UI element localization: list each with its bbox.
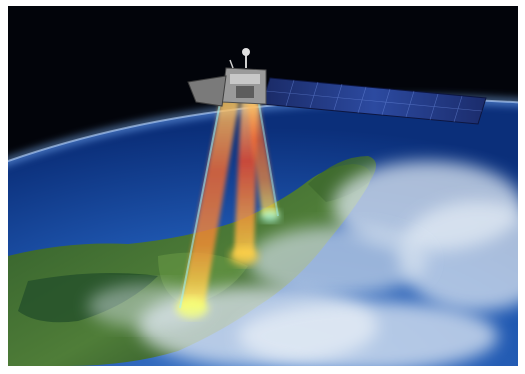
sensor-beams [176,97,280,318]
cloud-cover [88,161,518,366]
satellite [187,48,487,125]
satellite-earth-scene [8,6,518,366]
